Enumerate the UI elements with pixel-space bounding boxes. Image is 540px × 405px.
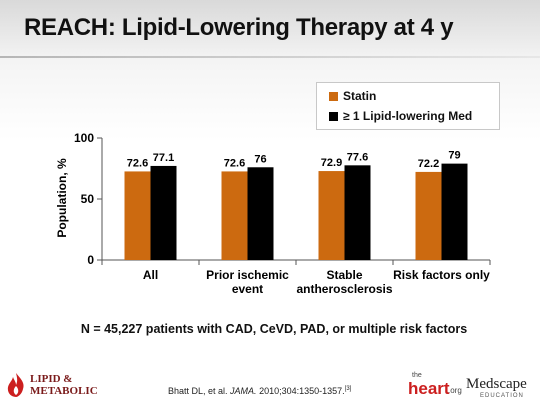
x-tick-label: antherosclerosis — [296, 282, 392, 296]
bar-statin-4 — [415, 171, 442, 260]
legend-label-statin: Statin — [343, 89, 377, 103]
legend-swatch-statin — [329, 91, 338, 101]
lipid-metabolic-logo: LIPID & METABOLIC — [4, 372, 114, 400]
bar-statin-2 — [221, 171, 248, 260]
medscape-education-logo: Medscape EDUCATION — [466, 376, 536, 400]
chart-axes: 0 50 100 — [74, 131, 491, 267]
data-label-lipid-med-3: 77.6 — [347, 151, 368, 163]
data-label-lipid-med-4: 79 — [448, 150, 460, 162]
x-tick-label: Stable — [326, 268, 362, 282]
citation: Bhatt DL, et al. JAMA. 2010;304:1350-135… — [168, 386, 351, 396]
bar-statin-1 — [124, 171, 151, 260]
data-label-statin-3: 72.9 — [321, 157, 342, 169]
y-tick-label: 100 — [74, 131, 94, 145]
citation-ref: [3] — [344, 386, 352, 392]
logo-line-2: METABOLIC — [30, 385, 98, 397]
medscape-wordmark: Medscape — [466, 376, 527, 392]
y-tick-label: 50 — [81, 192, 95, 206]
citation-details: 2010;304:1350-1357. — [256, 386, 345, 396]
citation-authors: Bhatt DL, et al. — [168, 386, 231, 396]
medscape-subtext: EDUCATION — [480, 393, 524, 399]
population-note: N = 45,227 patients with CAD, CeVD, PAD,… — [80, 322, 468, 336]
x-tick-label: Prior ischemic — [206, 268, 289, 282]
theheart-org-logo: the heart .org — [408, 372, 468, 400]
heart-logo-suffix: .org — [448, 386, 462, 395]
legend-item-lipid-med: ≥ 1 Lipid-lowering Med — [329, 107, 472, 125]
y-axis-label: Population, % — [55, 158, 69, 238]
bar-chart: 0 50 100 72.6 77.1 All 72.6 76 Prior ischemicev… — [55, 131, 491, 296]
data-label-lipid-med-1: 77.1 — [153, 152, 174, 164]
x-tick-label: event — [232, 282, 263, 296]
legend-label-lipid-med: ≥ 1 Lipid-lowering Med — [343, 109, 473, 123]
slide-title: REACH: Lipid-Lowering Therapy at 4 y — [24, 14, 454, 41]
x-tick-label: All — [143, 268, 158, 282]
bar-lipid-med-2 — [247, 167, 274, 260]
data-label-statin-2: 72.6 — [224, 157, 245, 169]
bar-statin-3 — [318, 171, 345, 260]
logo-line-1: LIPID & — [30, 373, 73, 385]
data-label-statin-1: 72.6 — [127, 157, 148, 169]
legend-swatch-lipid-med — [329, 111, 338, 121]
data-label-statin-4: 72.2 — [418, 158, 439, 170]
title-divider — [0, 56, 540, 58]
chart-bars — [124, 163, 468, 260]
citation-journal: JAMA. — [230, 386, 257, 396]
flame-logo-icon — [7, 373, 24, 397]
heart-logo-small: the — [412, 372, 422, 379]
bar-lipid-med-3 — [344, 165, 371, 260]
y-tick-label: 0 — [87, 253, 94, 267]
data-label-lipid-med-2: 76 — [254, 153, 266, 165]
x-tick-label: Risk factors only — [393, 268, 490, 282]
bar-lipid-med-4 — [441, 163, 468, 260]
bar-lipid-med-1 — [150, 165, 177, 260]
legend-item-statin: Statin — [329, 87, 376, 105]
lipid-metabolic-wordmark: LIPID & METABOLIC — [30, 373, 98, 397]
chart-legend: Statin ≥ 1 Lipid-lowering Med — [316, 82, 500, 130]
heart-logo-main: heart — [408, 379, 450, 398]
